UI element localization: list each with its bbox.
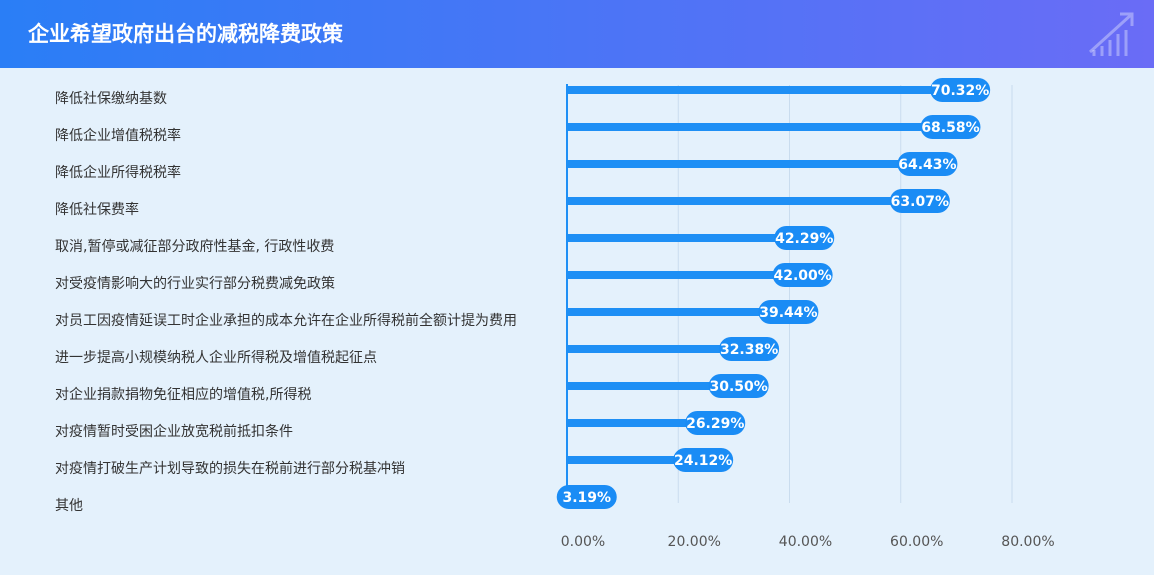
bar (567, 234, 803, 242)
value-label-bg (719, 337, 780, 361)
header (0, 0, 1154, 68)
value-label-bg (673, 448, 734, 472)
bar (567, 308, 787, 316)
value-label-bg (685, 411, 746, 435)
x-tick-label: 0.00% (561, 534, 605, 550)
value-label: 24.12% (674, 453, 732, 469)
bar (567, 197, 918, 205)
value-label-bg (758, 300, 819, 324)
value-label: 39.44% (759, 305, 817, 321)
value-label: 42.00% (773, 268, 831, 284)
bar (567, 86, 959, 94)
category-label: 对受疫情影响大的行业实行部分税费减免政策 (55, 275, 335, 292)
value-label: 3.19% (562, 490, 611, 506)
category-label: 对疫情打破生产计划导致的损失在税前进行部分税基冲销 (55, 460, 405, 477)
category-label: 降低企业所得税税率 (55, 164, 181, 181)
value-label: 42.29% (775, 231, 833, 247)
value-label: 64.43% (898, 157, 956, 173)
category-label: 对疫情暂时受困企业放宽税前抵扣条件 (55, 423, 293, 440)
value-label: 63.07% (891, 194, 949, 210)
category-label: 进一步提高小规模纳税人企业所得税及增值税起征点 (55, 349, 377, 366)
category-label: 其他 (55, 498, 83, 514)
value-label-bg (556, 485, 617, 509)
value-label: 30.50% (710, 379, 768, 395)
category-label: 降低社保费率 (55, 201, 139, 218)
value-label-bg (774, 226, 835, 250)
chart-title: 企业希望政府出台的减税降费政策 (27, 22, 344, 46)
category-label: 取消,暂停或减征部分政府性基金, 行政性收费 (55, 238, 334, 255)
value-label: 26.29% (686, 416, 744, 432)
value-label: 32.38% (720, 342, 778, 358)
value-label-bg (930, 78, 991, 102)
bar (567, 456, 702, 464)
category-label: 降低社保缴纳基数 (55, 90, 167, 107)
x-tick-label: 80.00% (1001, 534, 1054, 550)
value-label: 68.58% (921, 120, 979, 136)
value-label-bg (889, 189, 950, 213)
x-tick-label: 40.00% (779, 534, 832, 550)
x-tick-label: 20.00% (668, 534, 721, 550)
category-label: 对员工因疫情延误工时企业承担的成本允许在企业所得税前全额计提为费用 (55, 312, 517, 329)
bar (567, 345, 748, 353)
category-label: 降低企业增值税税率 (55, 127, 181, 144)
x-tick-label: 60.00% (890, 534, 943, 550)
header-icon (1088, 12, 1134, 56)
bar (567, 419, 714, 427)
bar (567, 160, 926, 168)
value-label-bg (920, 115, 981, 139)
value-label: 70.32% (931, 83, 989, 99)
value-label-bg (772, 263, 833, 287)
bar (567, 123, 949, 131)
bar (567, 271, 801, 279)
bar (567, 382, 737, 390)
category-label: 对企业捐款捐物免征相应的增值税,所得税 (55, 386, 311, 403)
value-label-bg (897, 152, 958, 176)
value-label-bg (708, 374, 769, 398)
